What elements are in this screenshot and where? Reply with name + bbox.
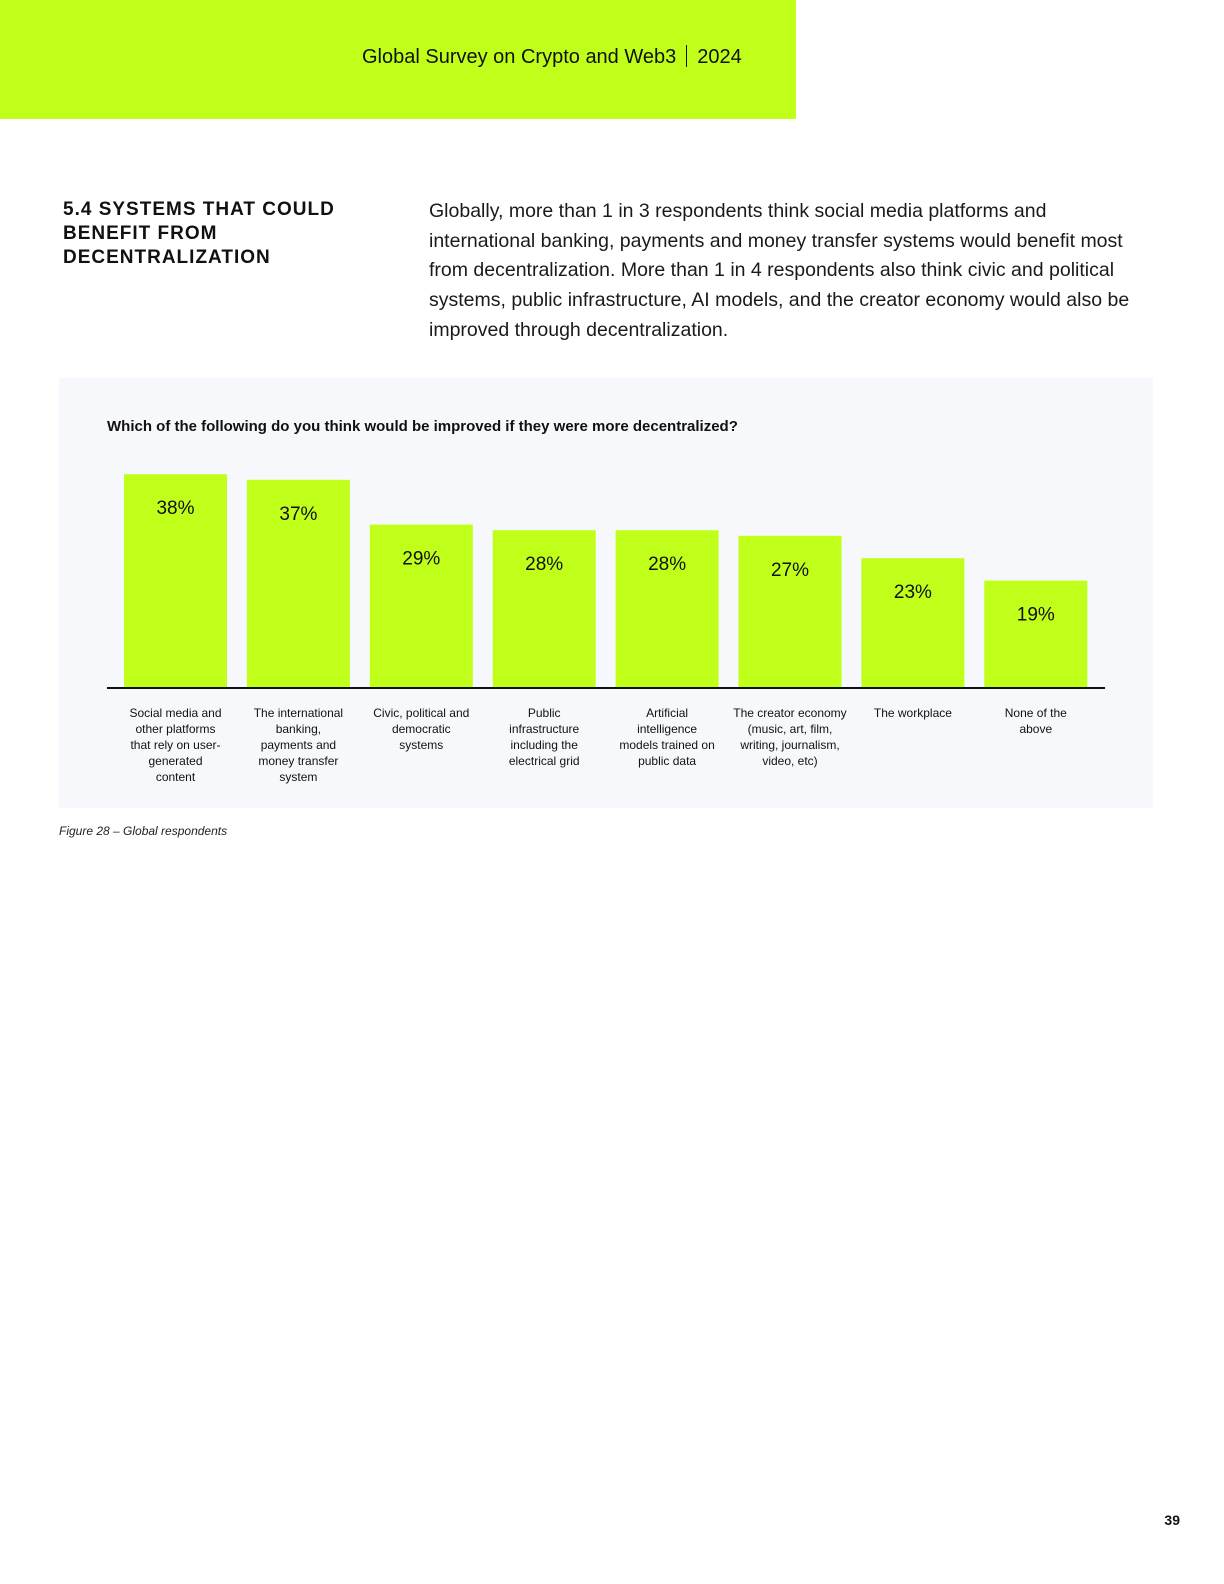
category-label-8: None of the above xyxy=(1005,706,1067,736)
bar-4 xyxy=(492,530,596,687)
bar-value-label-7: 23% xyxy=(894,582,932,603)
bar-value-label-2: 37% xyxy=(279,504,317,525)
bar-2 xyxy=(246,479,350,687)
page-number: 39 xyxy=(1164,1512,1180,1528)
category-label-7: The workplace xyxy=(874,706,952,720)
bar-chart: 38% Social media and other platforms that r… xyxy=(107,474,1105,784)
section-intro: Globally, more than 1 in 3 respondents t… xyxy=(429,200,1130,341)
bar-5 xyxy=(615,530,719,687)
category-label-3: Civic, political and democratic systems xyxy=(373,706,469,752)
section-heading: 5.4 SYSTEMS THAT COULD BENEFIT FROM DECE… xyxy=(63,199,335,268)
bar-3 xyxy=(369,524,473,687)
category-label-5: Artificial intelligence models trained on p… xyxy=(619,706,714,768)
figure-caption: Figure 28 – Global respondents xyxy=(59,824,228,838)
header-title-line: Global Survey on Crypto and Web3 2024 xyxy=(362,45,742,69)
bar-6 xyxy=(738,535,842,687)
header-divider xyxy=(686,45,688,67)
bar-value-label-8: 19% xyxy=(1017,605,1055,626)
category-label-1: Social media and other platforms that rely… xyxy=(129,706,221,784)
category-label-2: The international banking, payments and mon… xyxy=(254,706,343,784)
bar-value-label-5: 28% xyxy=(648,554,686,575)
header-title: Global Survey on Crypto and Web3 xyxy=(362,46,677,68)
bar-value-label-4: 28% xyxy=(525,554,563,575)
category-label-4: Public infrastructure including the electri… xyxy=(509,706,580,768)
bar-value-label-1: 38% xyxy=(156,498,194,519)
header-banner: Global Survey on Crypto and Web3 2024 xyxy=(0,0,796,119)
category-label-6: The creator economy (music, art, film, wri… xyxy=(733,706,846,768)
header-year: 2024 xyxy=(697,46,742,68)
chart-title: Which of the following do you think woul… xyxy=(107,418,738,435)
bar-7 xyxy=(861,558,965,687)
chart-panel xyxy=(59,378,1153,808)
bar-value-label-6: 27% xyxy=(771,560,809,581)
bar-value-label-3: 29% xyxy=(402,549,440,570)
bar-8 xyxy=(984,580,1088,687)
bar-1 xyxy=(124,474,227,687)
